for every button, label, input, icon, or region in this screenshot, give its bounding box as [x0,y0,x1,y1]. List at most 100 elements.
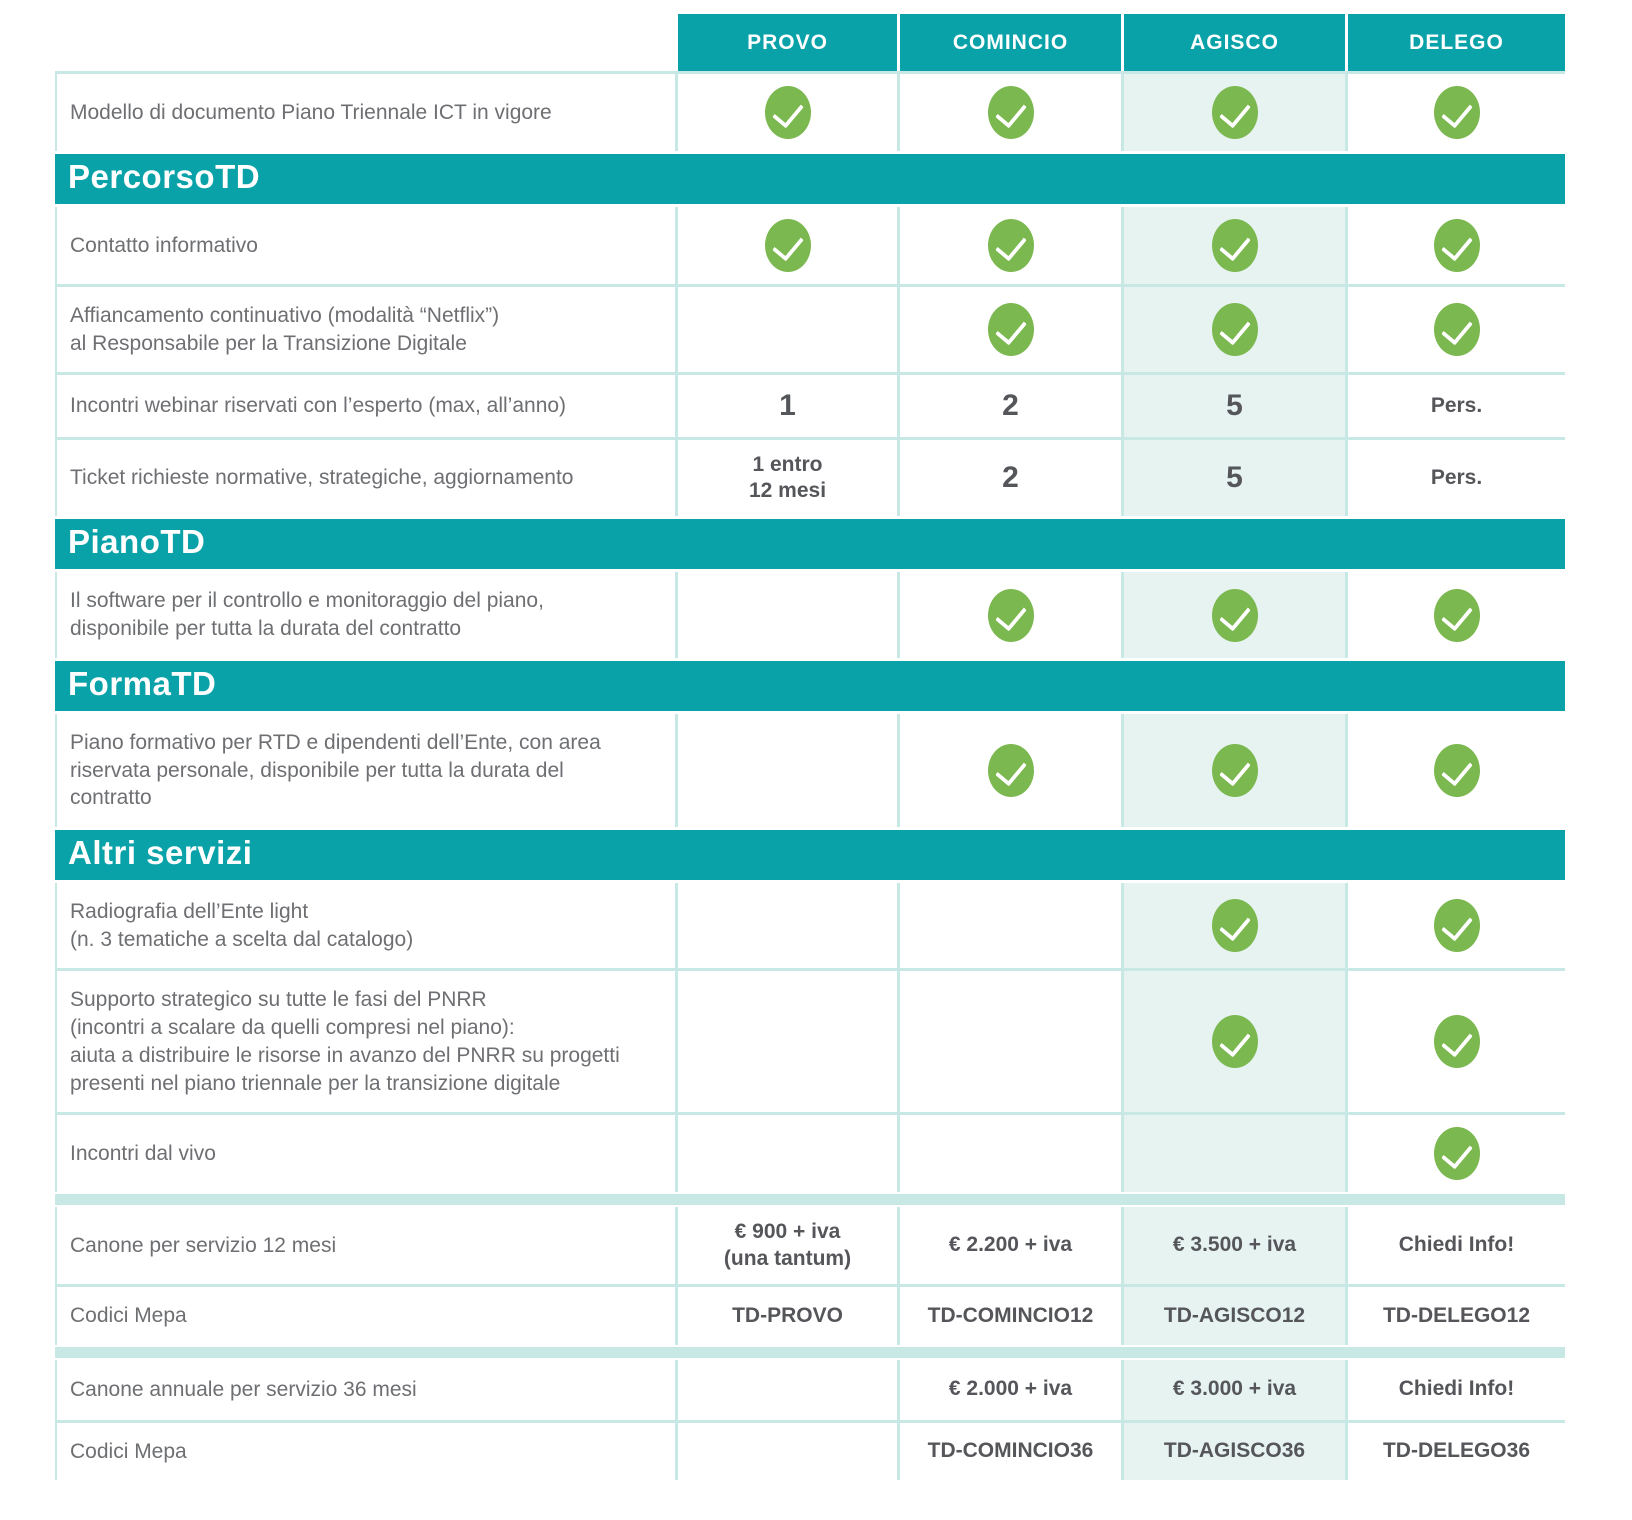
cell-value: € 900 + iva (una tantum) [723,1220,852,1270]
column-header-label: DELEGO [1409,30,1504,54]
column-header-label: PROVO [747,30,828,54]
check-icon [987,219,1034,272]
value-cell-comincio: 2 [897,439,1121,517]
value-cell-delego [1345,74,1565,151]
value-cell-comincio: TD-COMINCIO36 [897,1422,1121,1481]
cell-value: 2 [1002,389,1019,423]
value-cell-agisco [1121,287,1345,373]
section-header-altri-servizi: Altri servizi [55,830,1565,881]
check-icon [987,743,1034,797]
table-row: Incontri dal vivo [55,1112,1565,1193]
value-cell-delego: Pers. [1345,439,1565,517]
row-label: Piano formativo per RTD e dipendenti del… [55,713,675,828]
check-icon [1211,743,1258,797]
cell-value: TD-AGISCO36 [1163,1439,1306,1463]
value-cell-delego [1345,572,1565,658]
row-label: Radiografia dell’Ente light (n. 3 temati… [55,883,675,969]
value-cell-provo [675,713,897,828]
row-label: Codici Mepa [55,1422,675,1481]
value-cell-agisco: TD-AGISCO36 [1121,1422,1345,1481]
column-header-label: AGISCO [1190,30,1279,54]
row-label: Canone annuale per servizio 36 mesi [55,1359,675,1420]
check-icon [1433,1127,1480,1181]
cell-value: 1 entro 12 mesi [748,452,827,503]
column-header-delego: DELEGO [1345,14,1565,71]
value-cell-comincio [897,572,1121,658]
check-icon [1211,86,1258,139]
table-row: Piano formativo per RTD e dipendenti del… [55,713,1565,828]
table-row: Affiancamento continuativo (modalità “Ne… [55,284,1565,373]
cell-value: Pers. [1430,466,1483,490]
check-icon [1211,303,1258,357]
header-empty-cell [55,14,675,71]
section-header-formatd: FormaTD [55,660,1565,711]
value-cell-comincio: € 2.200 + iva [897,1207,1121,1284]
value-cell-agisco [1121,883,1345,969]
table-row: Canone per servizio 12 mesi € 900 + iva (… [55,1207,1565,1284]
cell-value: TD-PROVO [732,1303,843,1327]
row-label: Incontri dal vivo [55,1115,675,1193]
value-cell-provo [675,1359,897,1420]
check-icon [987,303,1034,357]
row-label: Supporto strategico su tutte le fasi del… [55,971,675,1113]
check-icon [1433,899,1480,953]
value-cell-agisco: 5 [1121,375,1345,437]
check-icon [1433,219,1480,272]
value-cell-agisco: 5 [1121,439,1345,517]
cell-value: TD-DELEGO12 [1382,1303,1531,1327]
value-cell-delego: TD-DELEGO36 [1345,1422,1565,1481]
value-cell-agisco [1121,971,1345,1113]
value-cell-comincio [897,971,1121,1113]
table-row: Codici Mepa TD-COMINCIO36 TD-AGISCO36 TD-DE… [55,1419,1565,1481]
value-cell-delego [1345,287,1565,373]
value-cell-provo [675,1115,897,1193]
check-icon [764,219,811,272]
value-cell-delego: Chiedi Info! [1345,1359,1565,1420]
value-cell-agisco [1121,572,1345,658]
cell-value: 5 [1226,389,1243,423]
value-cell-comincio [897,287,1121,373]
row-label: Ticket richieste normative, strategiche,… [55,439,675,517]
table-row: Radiografia dell’Ente light (n. 3 temati… [55,883,1565,969]
cell-value: € 3.000 + iva [1172,1377,1297,1401]
value-cell-provo [675,883,897,969]
value-cell-provo [675,207,897,284]
value-cell-provo [675,74,897,151]
row-label: Canone per servizio 12 mesi [55,1207,675,1284]
value-cell-delego [1345,883,1565,969]
value-cell-agisco [1121,74,1345,151]
table-body: Modello di documento Piano Triennale ICT… [55,71,1565,1481]
table-row: Canone annuale per servizio 36 mesi € 2.0… [55,1359,1565,1420]
value-cell-delego [1345,971,1565,1113]
cell-value: € 2.000 + iva [948,1377,1073,1401]
value-cell-provo [675,287,897,373]
check-icon [1433,743,1480,797]
value-cell-provo: 1 [675,375,897,437]
section-title: PianoTD [68,523,206,561]
value-cell-agisco [1121,1115,1345,1193]
value-cell-comincio [897,713,1121,828]
check-icon [1211,1015,1258,1069]
value-cell-agisco [1121,207,1345,284]
table-row: Contatto informativo [55,207,1565,284]
row-label: Contatto informativo [55,207,675,284]
cell-value: TD-COMINCIO12 [927,1303,1094,1327]
section-separator [55,1194,1565,1206]
value-cell-agisco: TD-AGISCO12 [1121,1286,1345,1345]
value-cell-comincio: 2 [897,375,1121,437]
value-cell-comincio [897,74,1121,151]
section-header-percorsotd: PercorsoTD [55,154,1565,204]
row-label: Il software per il controllo e monitorag… [55,572,675,658]
value-cell-provo [675,971,897,1113]
table-row: Il software per il controllo e monitorag… [55,572,1565,658]
table-row: Supporto strategico su tutte le fasi del… [55,968,1565,1113]
value-cell-comincio: TD-COMINCIO12 [897,1286,1121,1345]
value-cell-delego: TD-DELEGO12 [1345,1286,1565,1345]
section-title: FormaTD [68,664,217,702]
check-icon [1211,899,1258,953]
table-row: Modello di documento Piano Triennale ICT… [55,71,1565,151]
row-label: Codici Mepa [55,1286,675,1345]
cell-value: TD-COMINCIO36 [927,1439,1094,1463]
section-title: PercorsoTD [68,158,261,195]
